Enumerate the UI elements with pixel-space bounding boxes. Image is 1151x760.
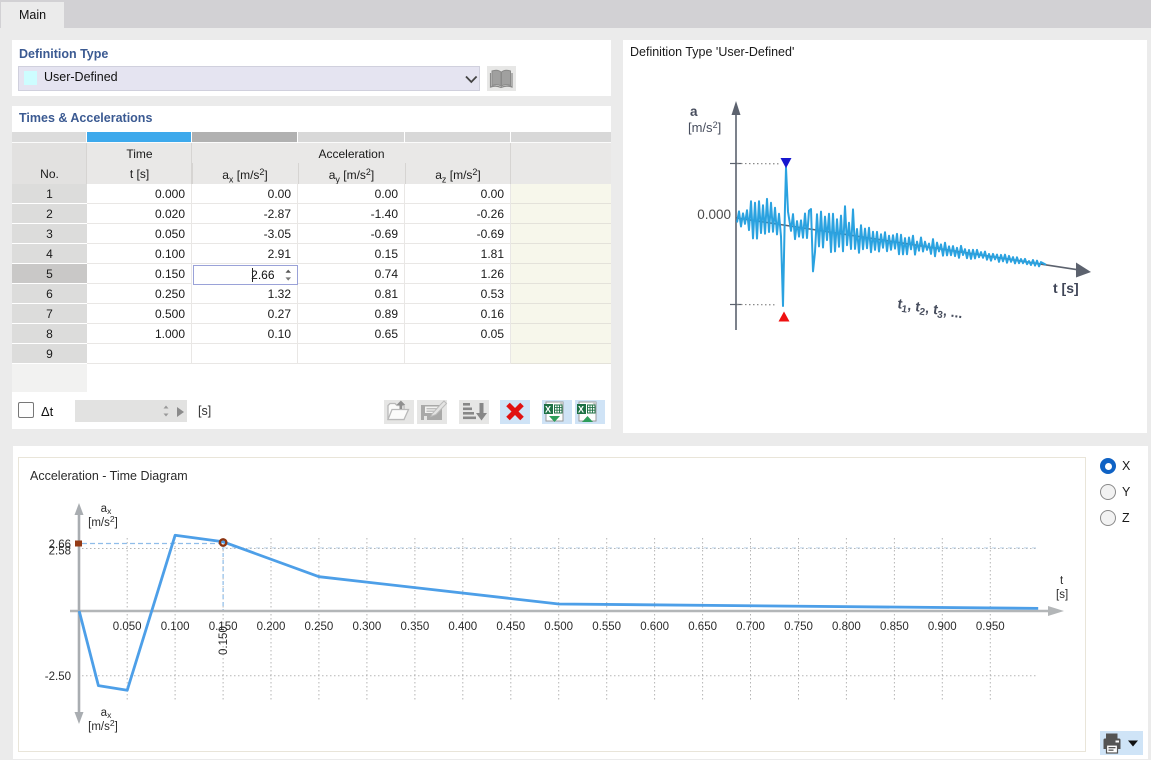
svg-text:0.900: 0.900 [928, 621, 957, 633]
svg-text:0.800: 0.800 [832, 621, 861, 633]
svg-text:0.700: 0.700 [736, 621, 765, 633]
svg-text:0.650: 0.650 [688, 621, 717, 633]
svg-text:t1, t2, t3, ...: t1, t2, t3, ... [896, 295, 964, 324]
svg-text:X: X [578, 405, 584, 415]
svg-text:0.200: 0.200 [257, 621, 286, 633]
svg-text:0.600: 0.600 [640, 621, 669, 633]
svg-text:2.58: 2.58 [49, 546, 71, 558]
svg-text:0.300: 0.300 [353, 621, 382, 633]
svg-text:[s]: [s] [1056, 589, 1068, 601]
svg-text:0.550: 0.550 [592, 621, 621, 633]
svg-text:0.950: 0.950 [976, 621, 1005, 633]
svg-text:0.150: 0.150 [218, 626, 230, 655]
svg-text:0.050: 0.050 [113, 621, 142, 633]
svg-text:0.450: 0.450 [496, 621, 525, 633]
svg-text:0.500: 0.500 [544, 621, 573, 633]
svg-text:a: a [690, 104, 698, 119]
svg-text:0.250: 0.250 [305, 621, 334, 633]
svg-text:[m/s2]: [m/s2] [88, 514, 118, 529]
svg-text:0.350: 0.350 [401, 621, 430, 633]
svg-text:ax: ax [101, 707, 112, 720]
svg-text:[m/s2]: [m/s2] [88, 718, 118, 733]
svg-text:ax: ax [101, 503, 112, 516]
svg-text:0.150: 0.150 [209, 621, 238, 633]
svg-text:2.66: 2.66 [49, 539, 71, 551]
svg-text:0.850: 0.850 [880, 621, 909, 633]
svg-text:X: X [545, 405, 551, 415]
svg-text:0.000: 0.000 [697, 207, 731, 222]
svg-text:0.750: 0.750 [784, 621, 813, 633]
svg-text:t: t [1060, 575, 1064, 587]
svg-text:-2.50: -2.50 [45, 671, 71, 683]
svg-text:t [s]: t [s] [1053, 280, 1079, 296]
svg-text:0.400: 0.400 [448, 621, 477, 633]
svg-text:0.100: 0.100 [161, 621, 190, 633]
svg-text:[m/s2]: [m/s2] [688, 120, 721, 135]
